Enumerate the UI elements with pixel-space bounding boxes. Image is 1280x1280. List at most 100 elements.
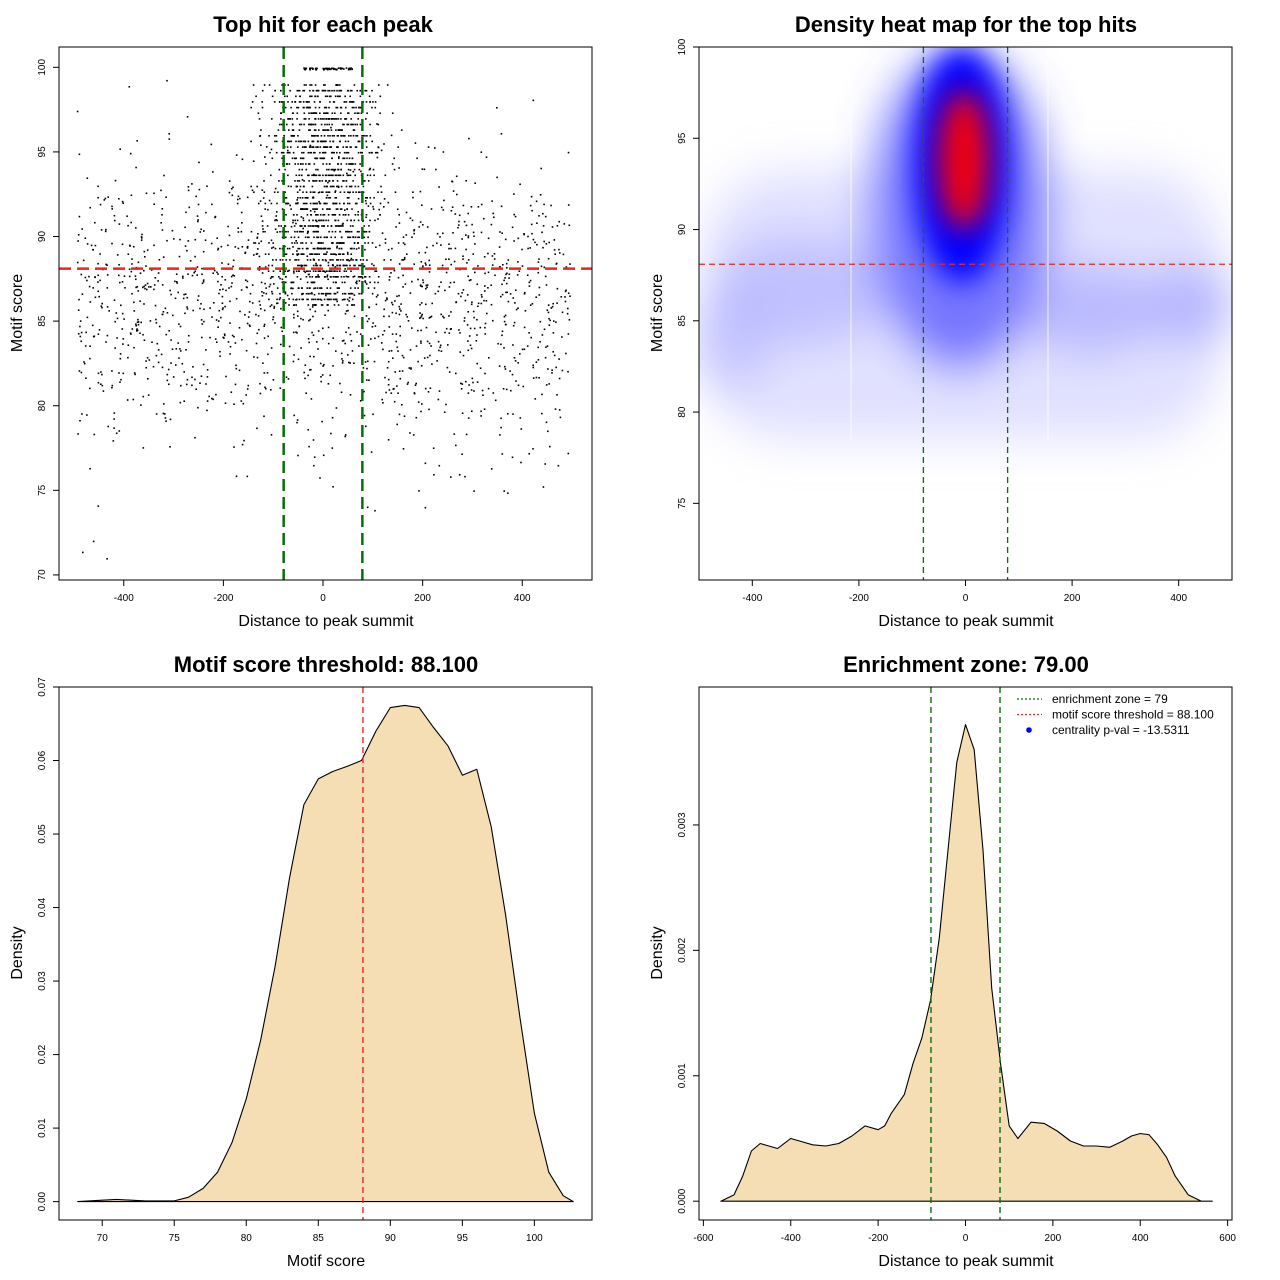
scatter-point: [314, 84, 317, 86]
scatter-point: [318, 253, 320, 255]
scatter-point: [297, 163, 299, 165]
scatter-point: [322, 129, 324, 131]
scatter-point: [116, 337, 118, 339]
scatter-point: [317, 95, 319, 98]
scatter-point: [342, 135, 344, 137]
scatter-point: [247, 384, 250, 387]
scatter-point: [365, 315, 368, 317]
scatter-point: [534, 398, 537, 400]
scatter-point: [153, 288, 155, 291]
scatter-point: [312, 112, 315, 114]
scatter-point: [98, 295, 100, 298]
scatter-point: [342, 146, 345, 148]
scatter-point: [470, 389, 473, 391]
scatter-point: [419, 221, 422, 223]
scatter-point: [320, 219, 323, 222]
scatter-point: [121, 200, 124, 203]
y-tick-label: 90: [37, 231, 48, 243]
scatter-point: [280, 123, 283, 126]
scatter-point: [173, 238, 175, 240]
scatter-point: [316, 225, 319, 227]
scatter-point: [271, 247, 273, 249]
scatter-point: [355, 259, 358, 261]
scatter-point: [519, 417, 522, 419]
scatter-point: [467, 349, 470, 352]
scatter-point: [395, 340, 397, 343]
scatter-point: [184, 293, 187, 295]
scatter-point: [453, 433, 456, 435]
scatter-point: [340, 135, 342, 137]
scatter-point: [491, 264, 494, 266]
scatter-point: [324, 140, 326, 143]
scatter-point: [225, 375, 227, 378]
scatter-point: [188, 206, 191, 209]
reference-lines: [699, 47, 1232, 580]
scatter-point: [347, 230, 349, 233]
scatter-point: [561, 369, 564, 372]
scatter-point: [351, 106, 354, 109]
scatter-point: [371, 242, 374, 244]
scatter-point: [348, 202, 351, 205]
scatter-point: [126, 399, 129, 401]
scatter-point: [284, 291, 287, 293]
scatter-point: [89, 345, 91, 347]
scatter-point: [371, 106, 373, 109]
scatter-point: [528, 453, 530, 455]
scatter-point: [331, 416, 334, 419]
scatter-point: [198, 188, 201, 191]
scatter-point: [300, 317, 302, 320]
scatter-point: [538, 286, 541, 289]
scatter-point: [564, 300, 567, 303]
scatter-point: [339, 259, 342, 261]
scatter-point: [278, 225, 280, 227]
scatter-point: [351, 101, 354, 103]
scatter-point: [161, 214, 163, 216]
scatter-point: [345, 270, 348, 272]
scatter-point: [266, 225, 269, 227]
scatter-point: [92, 248, 94, 251]
scatter-point: [146, 249, 149, 251]
scatter-point: [313, 208, 316, 210]
scatter-point: [337, 304, 340, 306]
scatter-point: [77, 309, 80, 311]
scatter-point: [431, 302, 433, 305]
scatter-point: [497, 342, 499, 345]
scatter-point: [314, 310, 317, 313]
scatter-point: [298, 247, 301, 250]
scatter-point: [487, 287, 489, 289]
scatter-point: [333, 151, 335, 154]
scatter-point: [114, 347, 116, 349]
scatter-point: [377, 191, 379, 193]
scatter-point: [429, 387, 432, 389]
scatter-point: [127, 253, 130, 255]
scatter-point: [344, 264, 346, 267]
scatter-point: [279, 259, 282, 261]
scatter-point: [272, 276, 274, 278]
scatter-point: [342, 225, 344, 227]
x-tick-label: 400: [514, 593, 531, 604]
scatter-point: [317, 191, 320, 194]
scatter-point: [298, 101, 301, 103]
scatter-point: [526, 345, 529, 347]
density-blob: [1020, 265, 1160, 355]
scatter-point: [255, 313, 257, 316]
scatter-point: [357, 197, 360, 200]
scatter-point: [490, 223, 493, 226]
scatter-point: [398, 214, 400, 216]
scatter-point: [516, 274, 519, 276]
scatter-point: [378, 244, 381, 247]
scatter-point: [377, 146, 380, 148]
scatter-point: [494, 274, 496, 277]
scatter-point: [155, 318, 157, 321]
scatter-point: [517, 384, 520, 387]
scatter-point: [409, 217, 412, 219]
scatter-point: [257, 202, 260, 205]
scatter-point: [384, 238, 387, 240]
scatter-point: [155, 354, 158, 357]
scatter-point: [428, 317, 431, 319]
scatter-point: [287, 101, 289, 103]
scatter-point: [354, 236, 357, 239]
scatter-point: [373, 174, 375, 177]
scatter-point: [86, 177, 89, 179]
scatter-point: [316, 253, 319, 255]
